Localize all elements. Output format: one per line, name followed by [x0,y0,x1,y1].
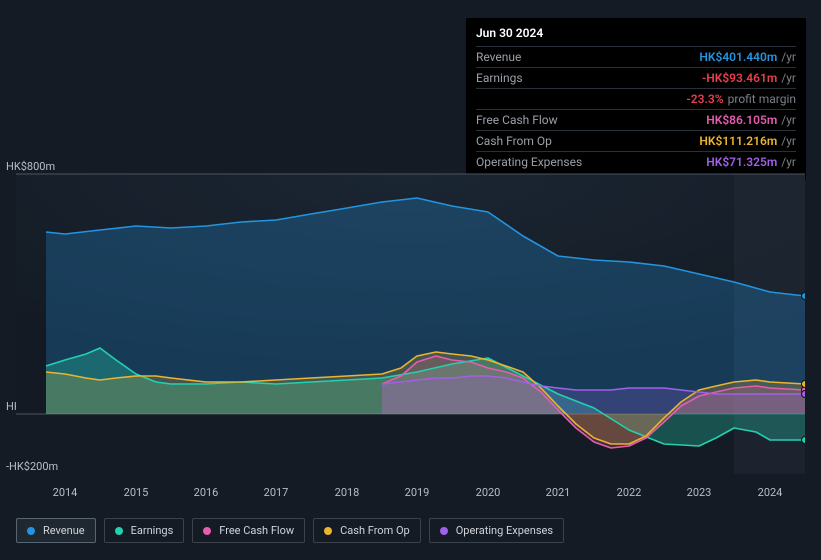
tooltip-row-label: Earnings [476,71,523,85]
tooltip-row-label: Cash From Op [476,134,552,148]
tooltip-row-label: Free Cash Flow [476,113,558,127]
x-axis-label: 2019 [405,486,430,499]
legend-item-cash-from-op[interactable]: Cash From Op [313,518,421,543]
earnings-revenue-chart[interactable] [16,160,805,480]
x-axis-label: 2018 [335,486,360,499]
x-axis-label: 2024 [758,486,783,499]
legend-item-free-cash-flow[interactable]: Free Cash Flow [192,518,305,543]
x-axis-label: 2021 [546,486,571,499]
tooltip-row-value: HK$401.440m/yr [699,50,796,64]
legend-dot-icon [440,527,448,535]
tooltip-row-label: Revenue [476,50,521,64]
x-axis-label: 2016 [194,486,219,499]
tooltip-row: -23.3%profit margin [476,88,796,109]
tooltip-date: Jun 30 2024 [476,26,796,46]
tooltip-row-value: -23.3%profit margin [686,92,796,106]
legend-item-operating-expenses[interactable]: Operating Expenses [429,518,564,543]
chart-legend: Revenue Earnings Free Cash Flow Cash From O… [16,518,564,543]
tooltip-row-value: HK$111.216m/yr [699,134,796,148]
legend-dot-icon [27,527,35,535]
chart-tooltip: Jun 30 2024 Revenue HK$401.440m/yr Earning… [466,18,806,180]
tooltip-row: Cash From Op HK$111.216m/yr [476,130,796,151]
legend-item-label: Earnings [131,524,174,537]
legend-dot-icon [324,527,332,535]
legend-item-label: Free Cash Flow [219,524,294,537]
legend-item-label: Revenue [43,524,85,537]
legend-item-label: Cash From Op [340,524,410,537]
tooltip-row: Revenue HK$401.440m/yr [476,46,796,67]
x-axis-label: 2022 [617,486,642,499]
x-axis-label: 2014 [53,486,78,499]
legend-dot-icon [115,527,123,535]
tooltip-row: Free Cash Flow HK$86.105m/yr [476,109,796,130]
tooltip-row-value: -HK$93.461m/yr [702,71,796,85]
x-axis-label: 2015 [124,486,149,499]
x-axis-label: 2017 [264,486,289,499]
tooltip-row-value: HK$86.105m/yr [706,113,796,127]
tooltip-row: Earnings -HK$93.461m/yr [476,67,796,88]
legend-dot-icon [203,527,211,535]
x-axis-label: 2023 [687,486,712,499]
legend-item-revenue[interactable]: Revenue [16,518,96,543]
legend-item-earnings[interactable]: Earnings [104,518,185,543]
legend-item-label: Operating Expenses [456,524,553,537]
x-axis-label: 2020 [476,486,501,499]
